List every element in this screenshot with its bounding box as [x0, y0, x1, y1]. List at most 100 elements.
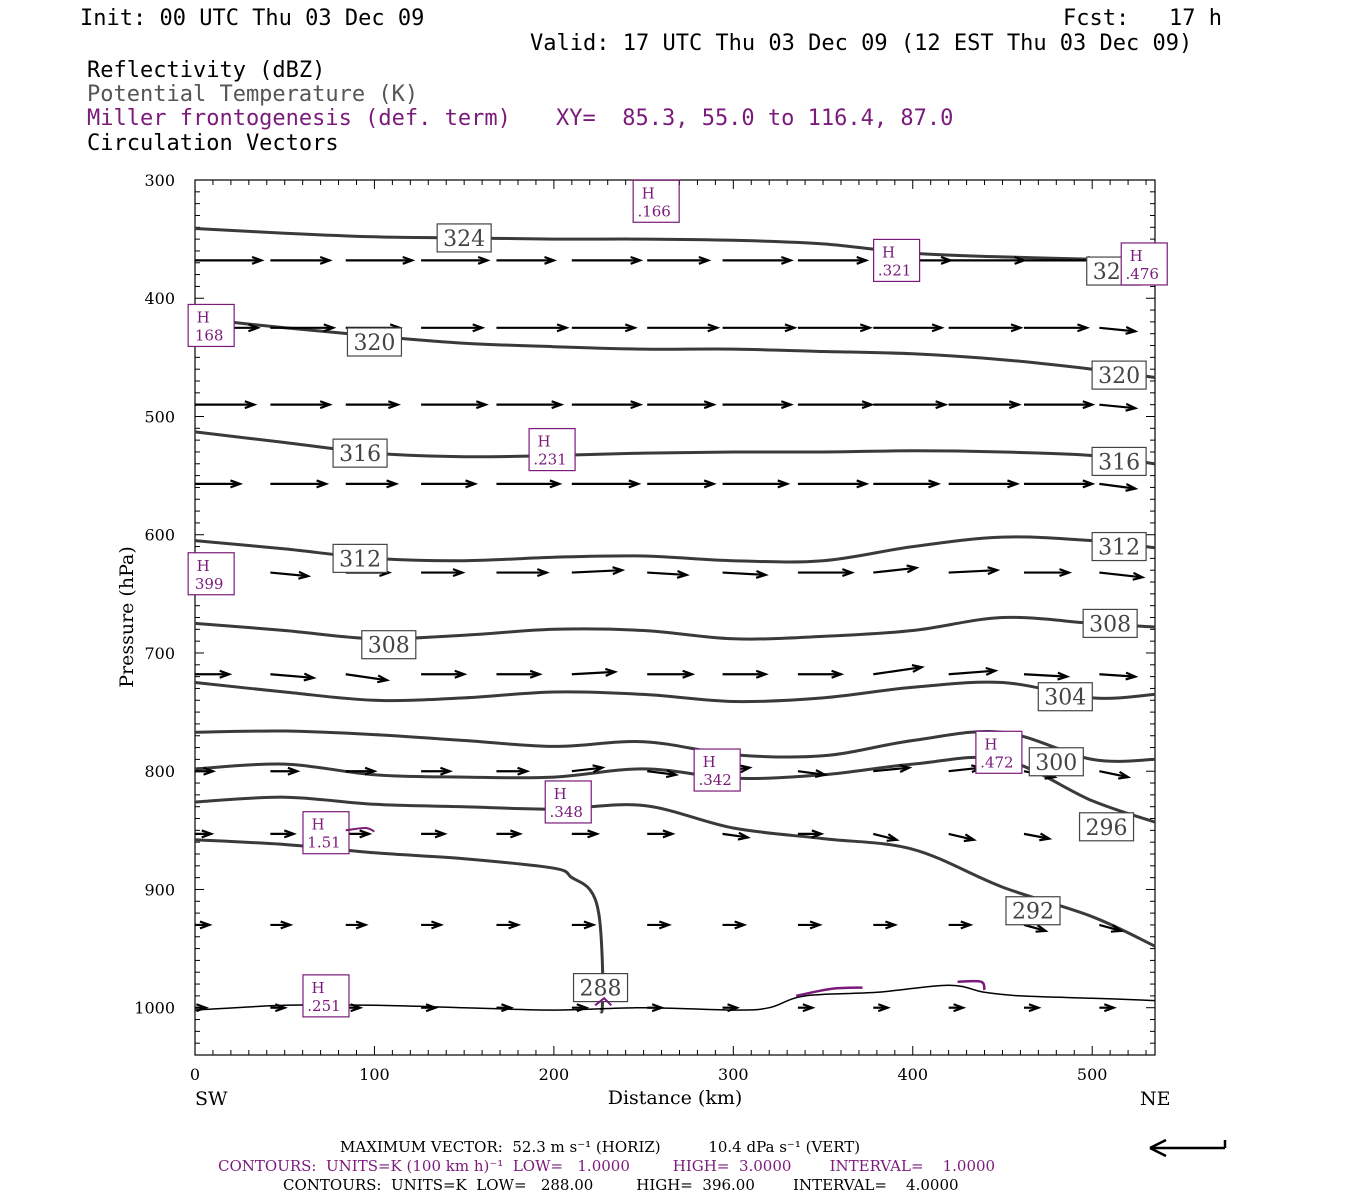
circulation-vector [496, 255, 558, 265]
x-tick-label: 300 [718, 1065, 749, 1084]
vector-head [556, 323, 570, 333]
vector-shaft [722, 832, 748, 839]
fronto-maximum-box [693, 748, 741, 792]
circulation-vector [948, 666, 999, 676]
y-tick-label: 400 [144, 289, 175, 308]
vector-head [953, 1003, 967, 1013]
vector-head [885, 920, 899, 930]
circulation-vector [1099, 402, 1139, 412]
vector-head [734, 920, 748, 930]
circulation-vector [421, 323, 486, 333]
vector-head [630, 255, 644, 265]
circulation-vector [873, 764, 913, 773]
circulation-vector [270, 766, 301, 776]
theta-label-308: 308 [361, 630, 417, 660]
circulation-vector [948, 832, 977, 843]
vector-head [777, 479, 791, 489]
vector-head [963, 833, 977, 843]
circulation-vector [797, 400, 875, 410]
theta-label-box [346, 327, 403, 357]
y-tick-label: 800 [144, 762, 175, 781]
x-tick-label: 400 [897, 1065, 928, 1084]
theta-contour-288 [194, 838, 605, 1014]
vector-head [1059, 568, 1073, 578]
fronto-maximum-box [544, 780, 592, 824]
theta-label-box [332, 438, 388, 468]
theta-label-312: 312 [1091, 531, 1147, 562]
fronto-maximum-value: .472 [980, 753, 1013, 771]
fronto-maximum: H.348 [544, 780, 592, 824]
circulation-vector [496, 669, 543, 679]
fronto-maximum-letter: H [311, 816, 324, 834]
fronto-maximum: H.321 [873, 238, 921, 283]
field-theta: Potential Temperature (K) [87, 82, 419, 107]
fronto-maximum-value: 168 [195, 326, 224, 344]
circulation-vector [647, 920, 672, 930]
endpoint-right: NE [1140, 1088, 1171, 1110]
fronto-maximum-box [873, 238, 921, 283]
vector-shaft [647, 571, 687, 577]
vector-shaft [1099, 571, 1143, 579]
vector-head [364, 766, 378, 776]
vector-head [960, 920, 974, 930]
circulation-vector [1023, 923, 1049, 933]
circulation-vector [571, 255, 644, 265]
vector-head [780, 255, 794, 265]
circulation-vector [722, 920, 748, 930]
circulation-vector [873, 832, 900, 842]
vector-head [698, 255, 712, 265]
circulation-vector [647, 400, 717, 410]
theta-label-box [1037, 682, 1093, 712]
circulation-vector [722, 400, 794, 410]
theta-label-box [332, 543, 388, 573]
theta-label-box [1091, 360, 1147, 390]
circulation-vector [1024, 323, 1091, 333]
vector-head [517, 766, 531, 776]
circulation-vector [195, 766, 217, 776]
theta-label-304: 304 [1037, 682, 1093, 712]
vector-head [440, 766, 454, 776]
vector-head [280, 920, 294, 930]
circulation-vector [797, 1003, 816, 1013]
fronto-maximum-box [632, 179, 680, 223]
circulation-vector [948, 400, 1022, 410]
endpoint-left: SW [195, 1088, 228, 1110]
vector-head [1082, 479, 1096, 489]
vector-head [737, 831, 751, 841]
theta-label-box [436, 223, 492, 253]
init-time: Init: 00 UTC Thu 03 Dec 09 [80, 6, 425, 31]
circulation-vector [647, 769, 680, 779]
vector-head [605, 667, 619, 677]
circulation-vector [571, 764, 606, 774]
circulation-vector [496, 920, 522, 930]
vector-head [587, 829, 601, 839]
vector-head [861, 400, 875, 410]
fronto-maximum: H.251 [302, 974, 350, 1018]
theta-contour-292 [194, 795, 1156, 948]
fronto-maximum: H.472 [975, 730, 1023, 774]
theta-label-text: 288 [580, 977, 622, 1002]
circulation-vector [421, 1003, 439, 1013]
vector-shaft [1023, 832, 1050, 840]
vector-head [472, 323, 486, 333]
circulation-vector [571, 920, 597, 930]
vector-head [662, 829, 676, 839]
vector-head [1110, 924, 1124, 933]
circulation-vector [345, 673, 391, 684]
vector-shaft [873, 566, 917, 574]
fronto-maximum-value: 399 [195, 575, 224, 593]
circulation-vector [571, 400, 644, 410]
circulation-vector [270, 400, 333, 410]
fronto-maximum-letter: H [642, 184, 655, 202]
vector-head [1077, 323, 1091, 333]
fronto-maximum-box [975, 730, 1023, 774]
max-vector-note: MAXIMUM VECTOR: 52.3 m s⁻¹ (HORIZ) 10.4 … [340, 1138, 861, 1156]
vector-head [203, 766, 217, 776]
vector-head [529, 669, 543, 679]
fronto-maximum-letter: H [703, 753, 716, 771]
vector-head [628, 479, 642, 489]
forecast-hour: Fcst: 17 h [1063, 6, 1222, 31]
circulation-vector [1099, 671, 1139, 681]
circulation-vector [270, 829, 297, 839]
circulation-vector [571, 566, 626, 576]
